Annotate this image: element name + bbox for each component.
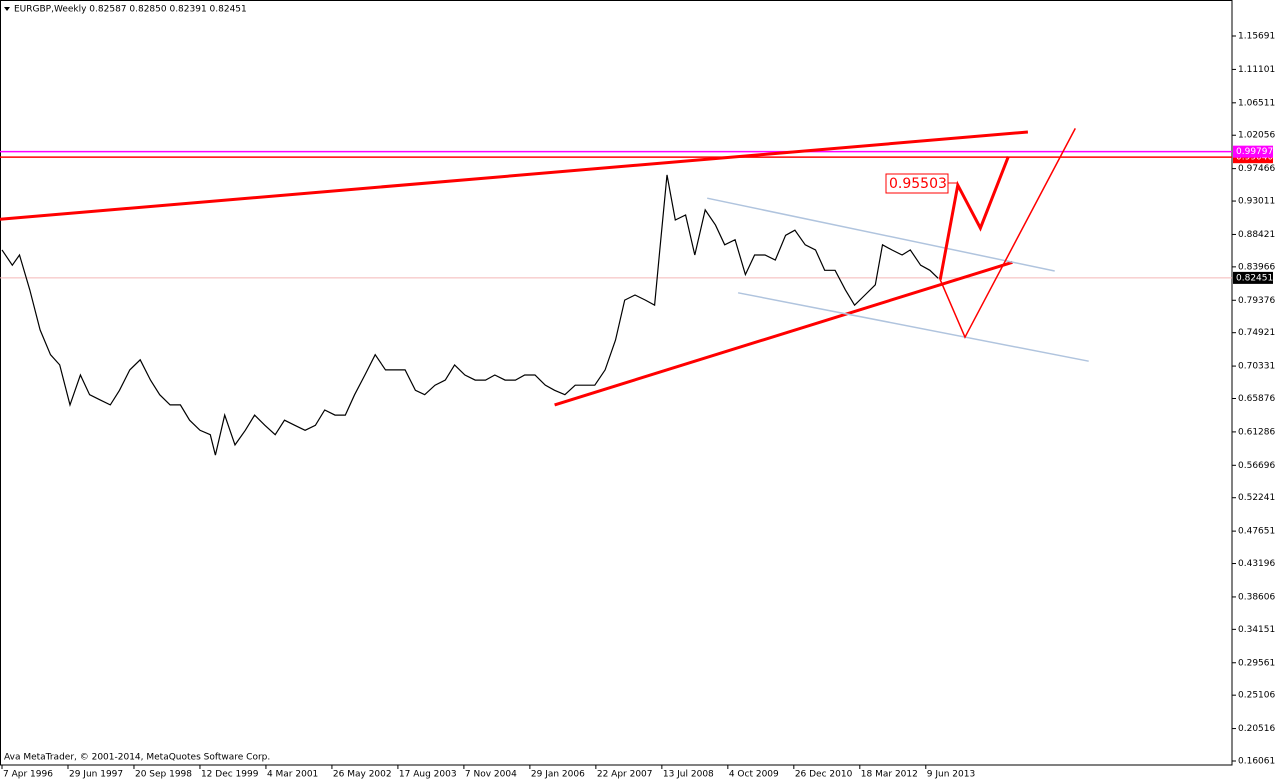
- x-tick-label: 26 Dec 2010: [795, 770, 853, 780]
- y-tick-label: 0.52241: [1238, 493, 1275, 503]
- trendline: [938, 156, 1010, 280]
- y-tick-label: 0.29561: [1238, 658, 1275, 668]
- x-tick-label: 9 Jun 2013: [927, 770, 975, 780]
- y-tick-label: 1.02056: [1238, 131, 1275, 141]
- x-tick-label: 4 Oct 2009: [729, 770, 779, 780]
- price-tag: [1233, 145, 1273, 158]
- x-tick-label: 4 Mar 2001: [267, 770, 318, 780]
- y-tick-label: 0.93011: [1238, 197, 1275, 207]
- y-tick-label: 0.65876: [1238, 394, 1275, 404]
- y-tick-label: 0.88421: [1238, 230, 1275, 240]
- price-tag: [1233, 271, 1273, 284]
- y-tick-label: 0.34151: [1238, 625, 1275, 635]
- chart-title: EURGBP,Weekly 0.82587 0.82850 0.82391 0.…: [14, 5, 247, 15]
- price-tag-label: 0.82451: [1236, 273, 1273, 283]
- x-tick-label: 29 Jan 2006: [531, 770, 585, 780]
- annotation-label: 0.95503: [889, 176, 947, 192]
- trendline: [737, 292, 1089, 362]
- x-tick-label: 12 Dec 1999: [201, 770, 259, 780]
- x-tick-label: 17 Aug 2003: [399, 770, 457, 780]
- y-tick-label: 0.38606: [1238, 592, 1275, 602]
- trendline: [939, 128, 1076, 339]
- trendline: [554, 260, 1013, 407]
- y-tick-label: 0.79376: [1238, 296, 1275, 306]
- trendline: [707, 197, 1055, 272]
- y-tick-label: 0.74921: [1238, 328, 1275, 338]
- y-tick-label: 0.97466: [1238, 164, 1275, 174]
- x-tick-label: 26 May 2002: [333, 770, 392, 780]
- y-tick-label: 0.47651: [1238, 527, 1275, 537]
- y-tick-label: 0.16061: [1238, 756, 1275, 766]
- plot-frame: [0, 0, 1233, 766]
- trendline: [0, 130, 1029, 221]
- y-tick-label: 0.43196: [1238, 559, 1275, 569]
- y-tick-label: 0.20516: [1238, 724, 1275, 734]
- x-tick-label: 22 Apr 2007: [597, 770, 653, 780]
- y-tick-label: 0.83966: [1238, 262, 1275, 272]
- copyright: Ava MetaTrader, © 2001-2014, MetaQuotes …: [4, 753, 270, 763]
- x-tick-label: 7 Apr 1996: [3, 770, 53, 780]
- x-tick-label: 20 Sep 1998: [135, 770, 192, 780]
- price-tag-label: 0.99040: [1236, 153, 1273, 163]
- x-tick-label: 7 Nov 2004: [465, 770, 517, 780]
- price-line-series: [1, 174, 939, 456]
- x-tick-label: 18 Mar 2012: [861, 770, 918, 780]
- y-tick-label: 1.11101: [1238, 65, 1275, 75]
- y-tick-label: 1.06511: [1238, 98, 1275, 108]
- y-tick-label: 1.15691: [1238, 32, 1275, 42]
- y-tick-label: 0.56696: [1238, 461, 1275, 471]
- y-tick-label: 0.25106: [1238, 691, 1275, 701]
- price-tag-label: 0.99797: [1236, 147, 1273, 157]
- title-marker: [4, 7, 10, 11]
- y-tick-label: 0.70331: [1238, 362, 1275, 372]
- x-tick-label: 13 Jul 2008: [663, 770, 714, 780]
- x-tick-label: 29 Jun 1997: [69, 770, 123, 780]
- y-tick-label: 0.61286: [1238, 427, 1275, 437]
